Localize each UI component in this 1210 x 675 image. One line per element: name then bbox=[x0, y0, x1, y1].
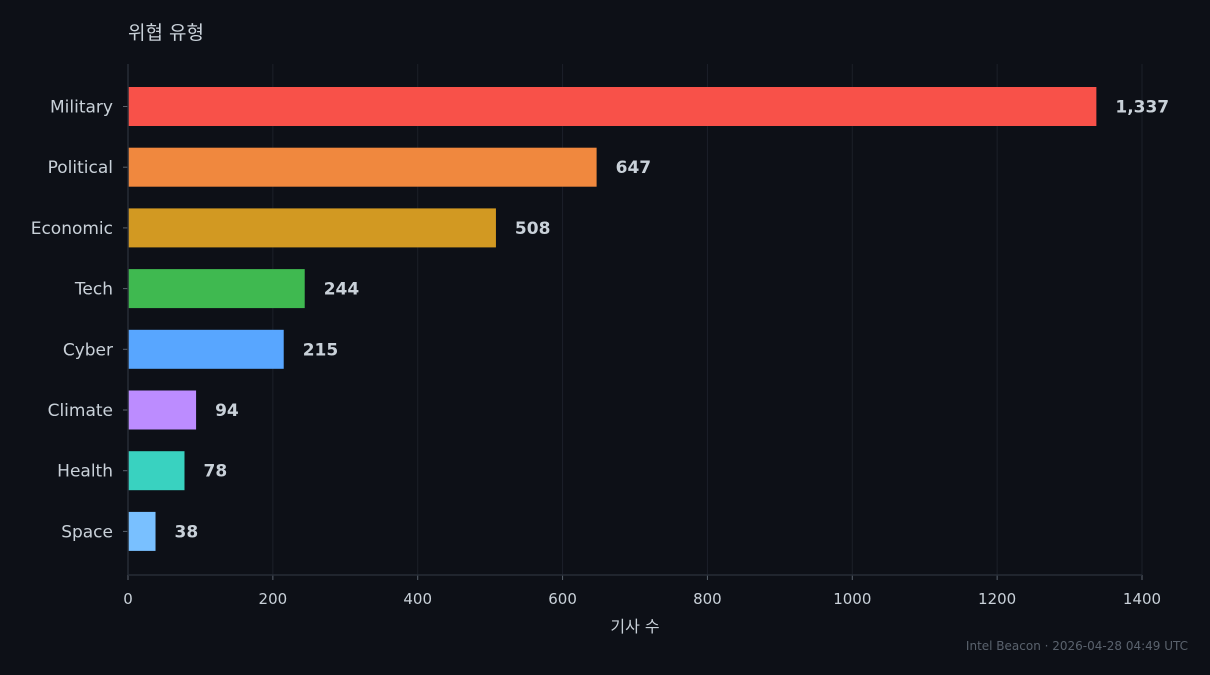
x-tick-label: 1200 bbox=[978, 590, 1016, 608]
bar-tech bbox=[128, 269, 305, 309]
footer-text: Intel Beacon · 2026-04-28 04:49 UTC bbox=[966, 639, 1188, 653]
x-tick-label: 200 bbox=[259, 590, 288, 608]
value-label: 94 bbox=[215, 401, 239, 421]
category-label: Space bbox=[61, 522, 113, 542]
bar-military bbox=[128, 87, 1097, 126]
chart-title: 위협 유형 bbox=[128, 22, 204, 44]
category-label: Cyber bbox=[63, 340, 113, 360]
x-tick-label: 800 bbox=[693, 590, 722, 608]
x-tick-label: 1400 bbox=[1123, 590, 1161, 608]
value-labels: 1,337 647 508 244 215 94 78 38 bbox=[175, 98, 1170, 543]
x-axis-label: 기사 수 bbox=[610, 617, 659, 636]
value-label: 508 bbox=[515, 219, 551, 239]
value-label: 647 bbox=[616, 158, 652, 178]
bar-space bbox=[128, 511, 156, 551]
category-label: Military bbox=[50, 98, 113, 118]
bar-cyber bbox=[128, 329, 284, 369]
x-tick-label: 400 bbox=[403, 590, 432, 608]
category-label: Health bbox=[57, 462, 113, 482]
value-label: 38 bbox=[175, 522, 199, 542]
bar-climate bbox=[128, 390, 197, 430]
value-label: 1,337 bbox=[1115, 98, 1169, 118]
x-ticks: 0 200 400 600 800 1000 1200 1400 bbox=[123, 575, 1161, 608]
bars bbox=[128, 87, 1097, 551]
category-labels: Military Political Economic Tech Cyber Climat… bbox=[31, 98, 128, 542]
x-tick-label: 1000 bbox=[833, 590, 871, 608]
category-label: Political bbox=[48, 158, 113, 178]
value-label: 215 bbox=[303, 340, 339, 360]
grid-lines bbox=[272, 64, 1143, 575]
category-label: Economic bbox=[31, 219, 113, 239]
category-label: Tech bbox=[74, 280, 113, 300]
x-tick-label: 600 bbox=[548, 590, 577, 608]
value-label: 78 bbox=[203, 462, 227, 482]
category-label: Climate bbox=[48, 401, 113, 421]
bar-political bbox=[128, 147, 597, 187]
value-label: 244 bbox=[324, 280, 360, 300]
bar-economic bbox=[128, 208, 496, 248]
x-tick-label: 0 bbox=[123, 590, 133, 608]
bar-health bbox=[128, 451, 185, 491]
